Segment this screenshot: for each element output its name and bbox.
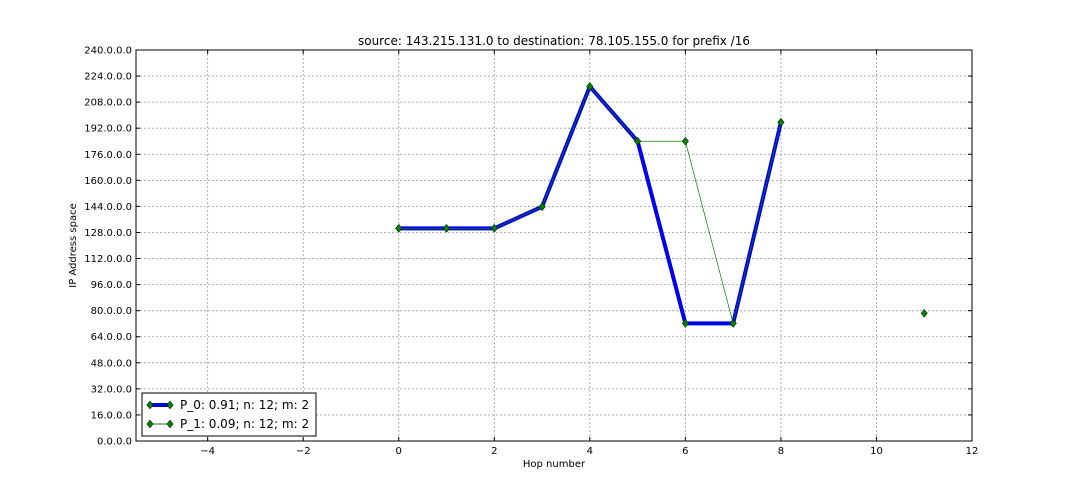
y-tick-label: 128.0.0.0 — [84, 228, 132, 239]
x-tick-label: 0 — [396, 446, 402, 457]
x-tick-label: 6 — [682, 446, 688, 457]
y-tick-label: 16.0.0.0 — [91, 410, 132, 421]
data-point-p1 — [395, 223, 403, 233]
data-point-extra — [920, 308, 928, 318]
x-tick-label: 10 — [870, 446, 883, 457]
legend-label-p0: P_0: 0.91; n: 12; m: 2 — [180, 398, 309, 412]
y-tick-label: 160.0.0.0 — [84, 176, 132, 187]
data-point-p0 — [681, 318, 689, 328]
legend-marker-p1 — [146, 419, 154, 429]
y-tick-label: 144.0.0.0 — [84, 202, 132, 213]
y-tick-label: 176.0.0.0 — [84, 150, 132, 161]
grid — [136, 49, 973, 442]
x-tick-label: 8 — [778, 446, 784, 457]
y-tick-label: 240.0.0.0 — [84, 46, 132, 57]
x-tick-label: 4 — [587, 446, 593, 457]
data-point-p1 — [442, 223, 451, 233]
y-axis: 0.0.0.0 16.0.0.0 32.0.0.0 48.0.0.0 64.0.0.0 8… — [84, 46, 972, 448]
y-tick-label: 0.0.0.0 — [97, 437, 132, 448]
legend-marker-p0 — [166, 400, 174, 410]
y-axis-title: IP Address space — [68, 203, 79, 288]
y-tick-label: 80.0.0.0 — [91, 306, 132, 317]
y-tick-label: 208.0.0.0 — [84, 98, 132, 109]
y-tick-label: 64.0.0.0 — [91, 332, 132, 343]
chart-title: source: 143.215.131.0 to destination: 78… — [358, 34, 750, 48]
x-tick-label: −2 — [296, 446, 311, 457]
y-tick-label: 192.0.0.0 — [84, 124, 132, 135]
plot-series — [395, 82, 928, 328]
data-point-p1 — [586, 82, 594, 91]
legend-marker-p1 — [166, 419, 174, 429]
y-tick-label: 48.0.0.0 — [91, 358, 132, 369]
data-point-p1 — [538, 202, 546, 212]
legend-marker-p0 — [146, 400, 154, 410]
x-tick-label: −4 — [200, 446, 215, 457]
y-tick-label: 112.0.0.0 — [84, 254, 132, 265]
y-tick-label: 32.0.0.0 — [91, 384, 132, 395]
y-tick-label: 224.0.0.0 — [84, 72, 132, 83]
x-tick-label: 2 — [491, 446, 497, 457]
data-point-p1 — [634, 136, 642, 146]
data-point-p1 — [777, 117, 785, 127]
x-tick-label: 12 — [966, 446, 979, 457]
data-point-p1 — [490, 223, 498, 233]
y-tick-label: 96.0.0.0 — [91, 280, 132, 291]
plot-frame — [135, 49, 973, 442]
x-axis-title: Hop number — [523, 459, 586, 470]
legend: P_0: 0.91; n: 12; m: 2 P_1: 0.09; n: 12;… — [141, 392, 317, 437]
data-point-p1 — [681, 136, 689, 146]
data-point-p1 — [729, 318, 737, 328]
legend-label-p1: P_1: 0.09; n: 12; m: 2 — [180, 417, 309, 431]
legend-box — [141, 392, 317, 437]
x-axis: −4 −2 0 2 4 6 8 10 12 — [200, 50, 978, 457]
